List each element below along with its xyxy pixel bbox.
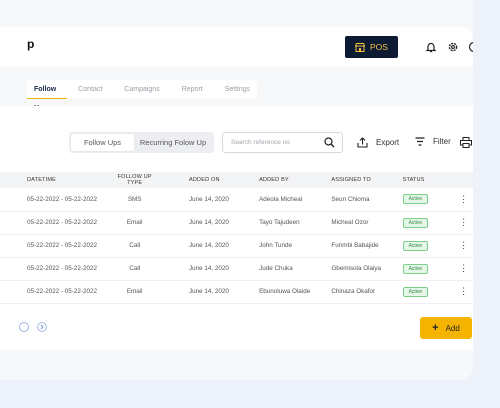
cell-assigned-to: Micheal Ozor [331,219,369,226]
row-menu-icon[interactable]: ⋮ [459,240,469,250]
status-badge: Active [402,217,429,228]
filter-label: Filter [433,137,451,146]
search-input[interactable]: Search reference no [222,132,343,153]
search-placeholder: Search reference no [231,139,290,146]
table-row[interactable]: 05-22-2022 - 05-22-2022 Call June 14, 20… [0,257,473,280]
cell-type: Call [129,242,141,249]
cell-added-by: Ebunoluwa Olaide [259,288,311,295]
cell-assigned-to: Chinaza Okafor [331,288,376,295]
prev-page-button[interactable] [19,322,29,332]
status-badge: Active [402,194,429,205]
cell-assigned-to: Seun Chioma [331,195,370,203]
add-button[interactable]: + Add [420,317,472,339]
cell-added-by: Tayo Tajudeen [259,219,300,226]
row-menu-icon[interactable]: ⋮ [459,217,469,227]
tab-settings[interactable]: Settings [224,86,251,93]
cell-added-on: June 14, 2020 [189,195,229,203]
user-icon[interactable] [468,41,473,53]
tab-campaigns[interactable]: Campaigns [124,86,160,93]
cell-added-on: June 14, 2020 [189,219,229,226]
cell-datetime: 05-22-2022 - 05-22-2022 [27,195,98,203]
plus-icon: + [432,322,439,334]
cell-type: SMS [127,195,142,203]
app-window: p POS Follow Ups Contact Campaigns Repor… [0,27,473,380]
follow-ups-panel: Follow Ups Recurring Folow Up Search ref… [0,106,473,350]
export-label: Export [376,138,400,147]
top-bar: p POS [0,27,473,67]
cell-assigned-to: Gbemisola Olaiya [331,265,382,272]
cell-type: Call [129,265,141,272]
tab-follow-ups[interactable]: Follow Ups [27,80,68,112]
filter-icon [415,137,425,146]
cell-datetime: 05-22-2022 - 05-22-2022 [27,219,98,226]
cell-added-by: John Tunde [259,242,293,249]
bell-icon[interactable] [425,41,437,53]
print-icon[interactable] [460,137,472,148]
table-row[interactable]: 05-22-2022 - 05-22-2022 Call June 14, 20… [0,234,473,257]
next-page-icon[interactable] [37,322,47,332]
export-button[interactable]: Export [357,137,399,148]
table-row[interactable]: 05-22-2022 - 05-22-2022 SMS June 14, 202… [0,188,473,211]
follow-ups-table: DATETIME FOLLOW UP TYPE ADDED ON ADDED B… [0,172,473,304]
col-datetime[interactable]: DATETIME [27,177,56,183]
cell-type: Email [126,288,143,295]
col-assigned-to[interactable]: ASSIGNED TO [331,177,371,183]
cell-added-by: Adeola Micheal [259,195,303,203]
cell-datetime: 05-22-2022 - 05-22-2022 [27,242,98,249]
table-row[interactable]: 05-22-2022 - 05-22-2022 Email June 14, 2… [0,280,473,303]
pos-button[interactable]: POS [345,36,398,58]
status-badge: Active [402,286,429,297]
cell-datetime: 05-22-2022 - 05-22-2022 [27,288,98,295]
row-menu-icon[interactable]: ⋮ [459,193,469,204]
tab-contact[interactable]: Contact [78,86,103,93]
status-badge: Active [402,263,429,274]
table-row[interactable]: 05-22-2022 - 05-22-2022 Email June 14, 2… [0,211,473,234]
store-icon [355,42,366,52]
tab-report[interactable]: Report [181,86,203,93]
cell-type: Email [126,219,143,226]
row-menu-icon[interactable]: ⋮ [459,263,469,273]
search-icon[interactable] [324,137,335,148]
col-added-on[interactable]: ADDED ON [189,177,220,183]
logo: p [27,37,35,51]
cell-added-on: June 14, 2020 [189,265,229,272]
col-status[interactable]: STATUS [402,177,425,183]
toggle-recurring-follow-up[interactable]: Recurring Folow Up [139,138,207,147]
table-header-row: DATETIME FOLLOW UP TYPE ADDED ON ADDED B… [0,172,473,188]
add-button-label: Add [445,323,460,333]
cell-added-on: June 14, 2020 [189,288,229,295]
lower-strip [0,357,473,380]
cell-assigned-to: Funmbi Babajide [331,242,379,249]
col-added-by[interactable]: ADDED BY [259,177,289,183]
gear-icon[interactable] [447,41,459,53]
cell-added-on: June 14, 2020 [189,242,229,249]
filter-button[interactable]: Filter [415,137,451,146]
pos-button-label: POS [370,42,388,52]
export-icon [357,137,368,148]
cell-datetime: 05-22-2022 - 05-22-2022 [27,265,98,272]
col-follow-up-type[interactable]: FOLLOW UP TYPE [117,174,152,186]
tab-bar: Follow Ups Contact Campaigns Report Sett… [27,80,257,112]
row-menu-icon[interactable]: ⋮ [459,286,469,296]
status-badge: Active [402,240,429,251]
cell-added-by: Jude Chuka [259,265,293,272]
view-toggle: Follow Ups Recurring Folow Up [69,132,214,153]
toggle-follow-ups[interactable]: Follow Ups [71,134,134,151]
